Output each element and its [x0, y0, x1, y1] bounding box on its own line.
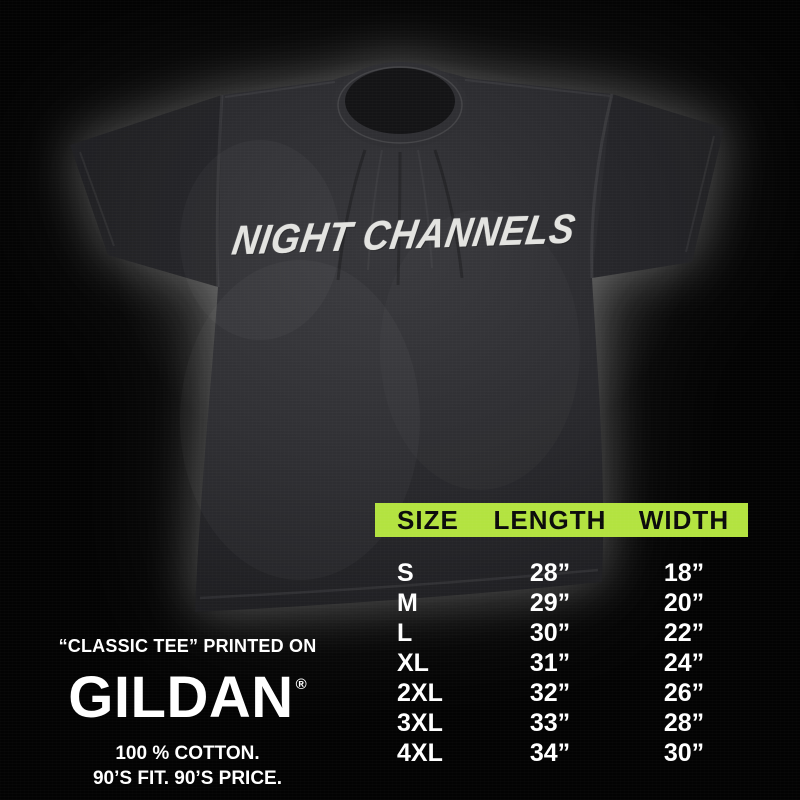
- width-value: 22”: [663, 619, 705, 647]
- gildan-wordmark: GILDAN: [68, 665, 294, 730]
- size-row-xl: XL 31” 24”: [375, 648, 748, 678]
- size-row-m: M 29” 20”: [375, 588, 748, 618]
- size-label: 4XL: [397, 739, 443, 767]
- size-label: L: [397, 619, 413, 647]
- length-value: 30”: [529, 619, 571, 647]
- size-row-s: S 28” 18”: [375, 558, 748, 588]
- header-length: LENGTH: [493, 504, 607, 535]
- size-chart-rows: S 28” 18” M 29” 20” L 30” 22” XL 31” 24”…: [375, 558, 748, 768]
- length-value: 28”: [529, 559, 571, 587]
- width-value: 20”: [663, 589, 705, 617]
- length-value: 32”: [529, 679, 571, 707]
- registered-mark: ®: [295, 676, 307, 693]
- brand-blurb: “CLASSIC TEE” PRINTED ON GILDAN ® 100 % C…: [25, 636, 350, 790]
- width-value: 18”: [663, 559, 705, 587]
- length-value: 34”: [529, 739, 571, 767]
- cotton-text: 100 % COTTON.: [115, 743, 260, 764]
- length-value: 33”: [529, 709, 571, 737]
- header-size: SIZE: [397, 504, 459, 535]
- size-row-3xl: 3XL 33” 28”: [375, 708, 748, 738]
- width-value: 28”: [663, 709, 705, 737]
- fit-price-text: 90’S FIT. 90’S PRICE.: [92, 768, 283, 789]
- length-value: 29”: [529, 589, 571, 617]
- size-chart: SIZE LENGTH WIDTH S 28” 18” M 29” 20” L …: [375, 503, 748, 768]
- size-label: XL: [397, 649, 429, 677]
- printed-on-text: “CLASSIC TEE” PRINTED ON: [58, 636, 317, 656]
- length-value: 31”: [529, 649, 571, 677]
- gildan-logo: GILDAN ®: [25, 657, 350, 741]
- width-value: 24”: [663, 649, 705, 677]
- size-row-4xl: 4XL 34” 30”: [375, 738, 748, 768]
- width-value: 26”: [663, 679, 705, 707]
- width-value: 30”: [663, 739, 705, 767]
- size-label: 3XL: [397, 709, 443, 737]
- header-width: WIDTH: [638, 504, 730, 535]
- size-label: M: [397, 589, 418, 617]
- size-row-2xl: 2XL 32” 26”: [375, 678, 748, 708]
- size-label: S: [397, 559, 414, 587]
- size-row-l: L 30” 22”: [375, 618, 748, 648]
- size-chart-header: SIZE LENGTH WIDTH: [375, 503, 748, 537]
- size-label: 2XL: [397, 679, 443, 707]
